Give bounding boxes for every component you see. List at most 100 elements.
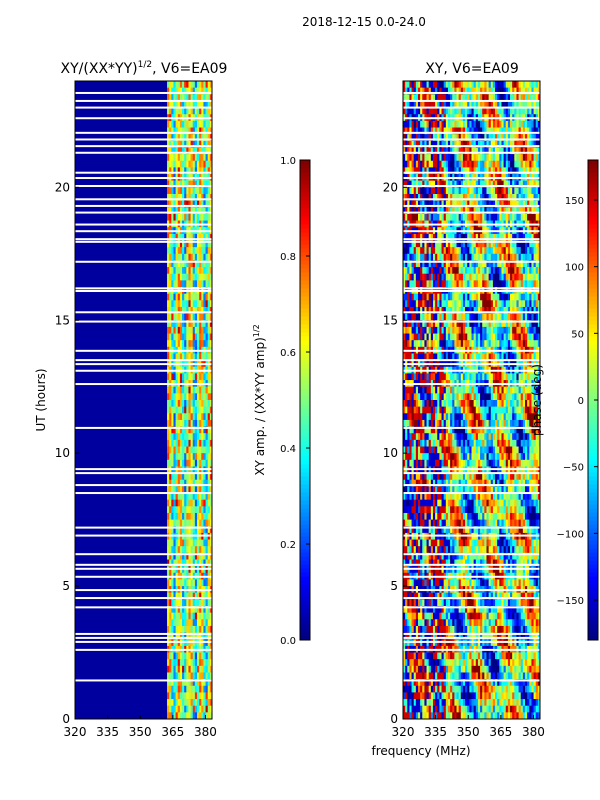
colorbar-step (588, 244, 598, 249)
colorbar-step (588, 476, 598, 481)
y-tick-label: 5 (62, 579, 70, 593)
flagged-gap (403, 145, 540, 148)
phase-panel: XY, V6=EA09 320 335 350 365 380 0 5 10 15 20 fre… (371, 61, 544, 758)
colorbar-step (588, 616, 598, 621)
colorbar-step (588, 584, 598, 589)
colorbar-step (300, 516, 310, 521)
colorbar-step (588, 548, 598, 553)
colorbar-step (300, 276, 310, 281)
colorbar-step (588, 248, 598, 253)
colorbar-step (300, 480, 310, 485)
colorbar-step (588, 524, 598, 529)
colorbar-step (588, 292, 598, 297)
flagged-gap (403, 211, 540, 214)
y-tick-label: 10 (383, 446, 398, 460)
colorbar-step (588, 264, 598, 269)
colorbar-step (300, 568, 310, 573)
colorbar-step (588, 596, 598, 601)
colorbar-step (300, 372, 310, 377)
colorbar-step (588, 340, 598, 345)
colorbar-tick-label: 0 (578, 396, 584, 407)
flagged-gap (75, 492, 212, 495)
phase-heatmap (403, 81, 541, 720)
colorbar-step (588, 556, 598, 561)
colorbar-step (300, 508, 310, 513)
colorbar-step (588, 448, 598, 453)
flagged-gap (403, 287, 540, 290)
colorbar-step (300, 268, 310, 273)
colorbar-step (588, 168, 598, 173)
x-tick-label: 380 (522, 725, 545, 739)
flagged-gap (75, 185, 212, 188)
colorbar-step (588, 196, 598, 201)
colorbar-step (300, 396, 310, 401)
colorbar-step (588, 588, 598, 593)
colorbar-step (588, 568, 598, 573)
flagged-gap (403, 204, 540, 207)
colorbar-step (588, 172, 598, 177)
colorbar-step (300, 600, 310, 605)
flagged-gap (403, 260, 540, 263)
colorbar-step (300, 584, 310, 589)
colorbar-step (300, 300, 310, 305)
flagged-gap (403, 575, 540, 578)
y-tick-label: 10 (55, 446, 70, 460)
colorbar-step (300, 228, 310, 233)
colorbar-step (300, 628, 310, 633)
colorbar-step (300, 388, 310, 393)
colorbar-step (588, 316, 598, 321)
colorbar-step (300, 240, 310, 245)
colorbar-tick-label: 0.8 (280, 252, 296, 263)
colorbar-step (300, 532, 310, 537)
colorbar-step (300, 528, 310, 533)
colorbar-step (588, 356, 598, 361)
flagged-gap (75, 230, 212, 233)
colorbar-step (588, 464, 598, 469)
amplitude-heatmap (75, 81, 213, 720)
colorbar-step (588, 304, 598, 309)
flagged-gap (75, 575, 212, 578)
flagged-gap (403, 567, 540, 570)
colorbar-step (588, 388, 598, 393)
colorbar-step (300, 332, 310, 337)
colorbar-step (588, 520, 598, 525)
colorbar-step (588, 560, 598, 565)
flagged-gap (75, 648, 212, 651)
flagged-gap (403, 320, 540, 323)
colorbar-step (588, 212, 598, 217)
colorbar-step (588, 608, 598, 613)
flagged-gap (403, 484, 540, 487)
amplitude-panel: XY/(XX*YY)1/2, V6=EA09 320 335 350 365 380 0… (34, 60, 227, 739)
amplitude-colorbar-label: XY amp. / (XX*YY amp)1/2 (252, 324, 267, 475)
colorbar-step (300, 220, 310, 225)
flagged-gap (403, 185, 540, 188)
colorbar-step (300, 608, 310, 613)
amplitude-panel-title: XY/(XX*YY)1/2, V6=EA09 (61, 60, 228, 77)
colorbar-step (300, 308, 310, 313)
colorbar-step (300, 492, 310, 497)
flagged-gap (75, 468, 212, 471)
colorbar-step (300, 168, 310, 173)
colorbar-step (300, 520, 310, 525)
flagged-gap (403, 383, 540, 386)
flagged-gap (403, 230, 540, 233)
colorbar-step (300, 320, 310, 325)
colorbar-step (300, 192, 310, 197)
colorbar-step (588, 632, 598, 637)
flagged-gap (403, 117, 540, 120)
colorbar-step (300, 488, 310, 493)
colorbar-tick-label: 150 (565, 196, 584, 207)
colorbar-step (300, 180, 310, 185)
colorbar-step (300, 328, 310, 333)
colorbar-step (588, 396, 598, 401)
colorbar-tick-label: −100 (557, 529, 584, 540)
flagged-gap (75, 117, 212, 120)
colorbar-step (300, 204, 310, 209)
colorbar-step (588, 352, 598, 357)
x-tick-label: 350 (129, 725, 152, 739)
amplitude-colorbar-label-main: XY amp. / (XX*YY amp) (253, 337, 267, 475)
flagged-gap (403, 131, 540, 134)
y-tick-label: 15 (55, 313, 70, 327)
colorbar-step (588, 376, 598, 381)
colorbar-step (588, 612, 598, 617)
